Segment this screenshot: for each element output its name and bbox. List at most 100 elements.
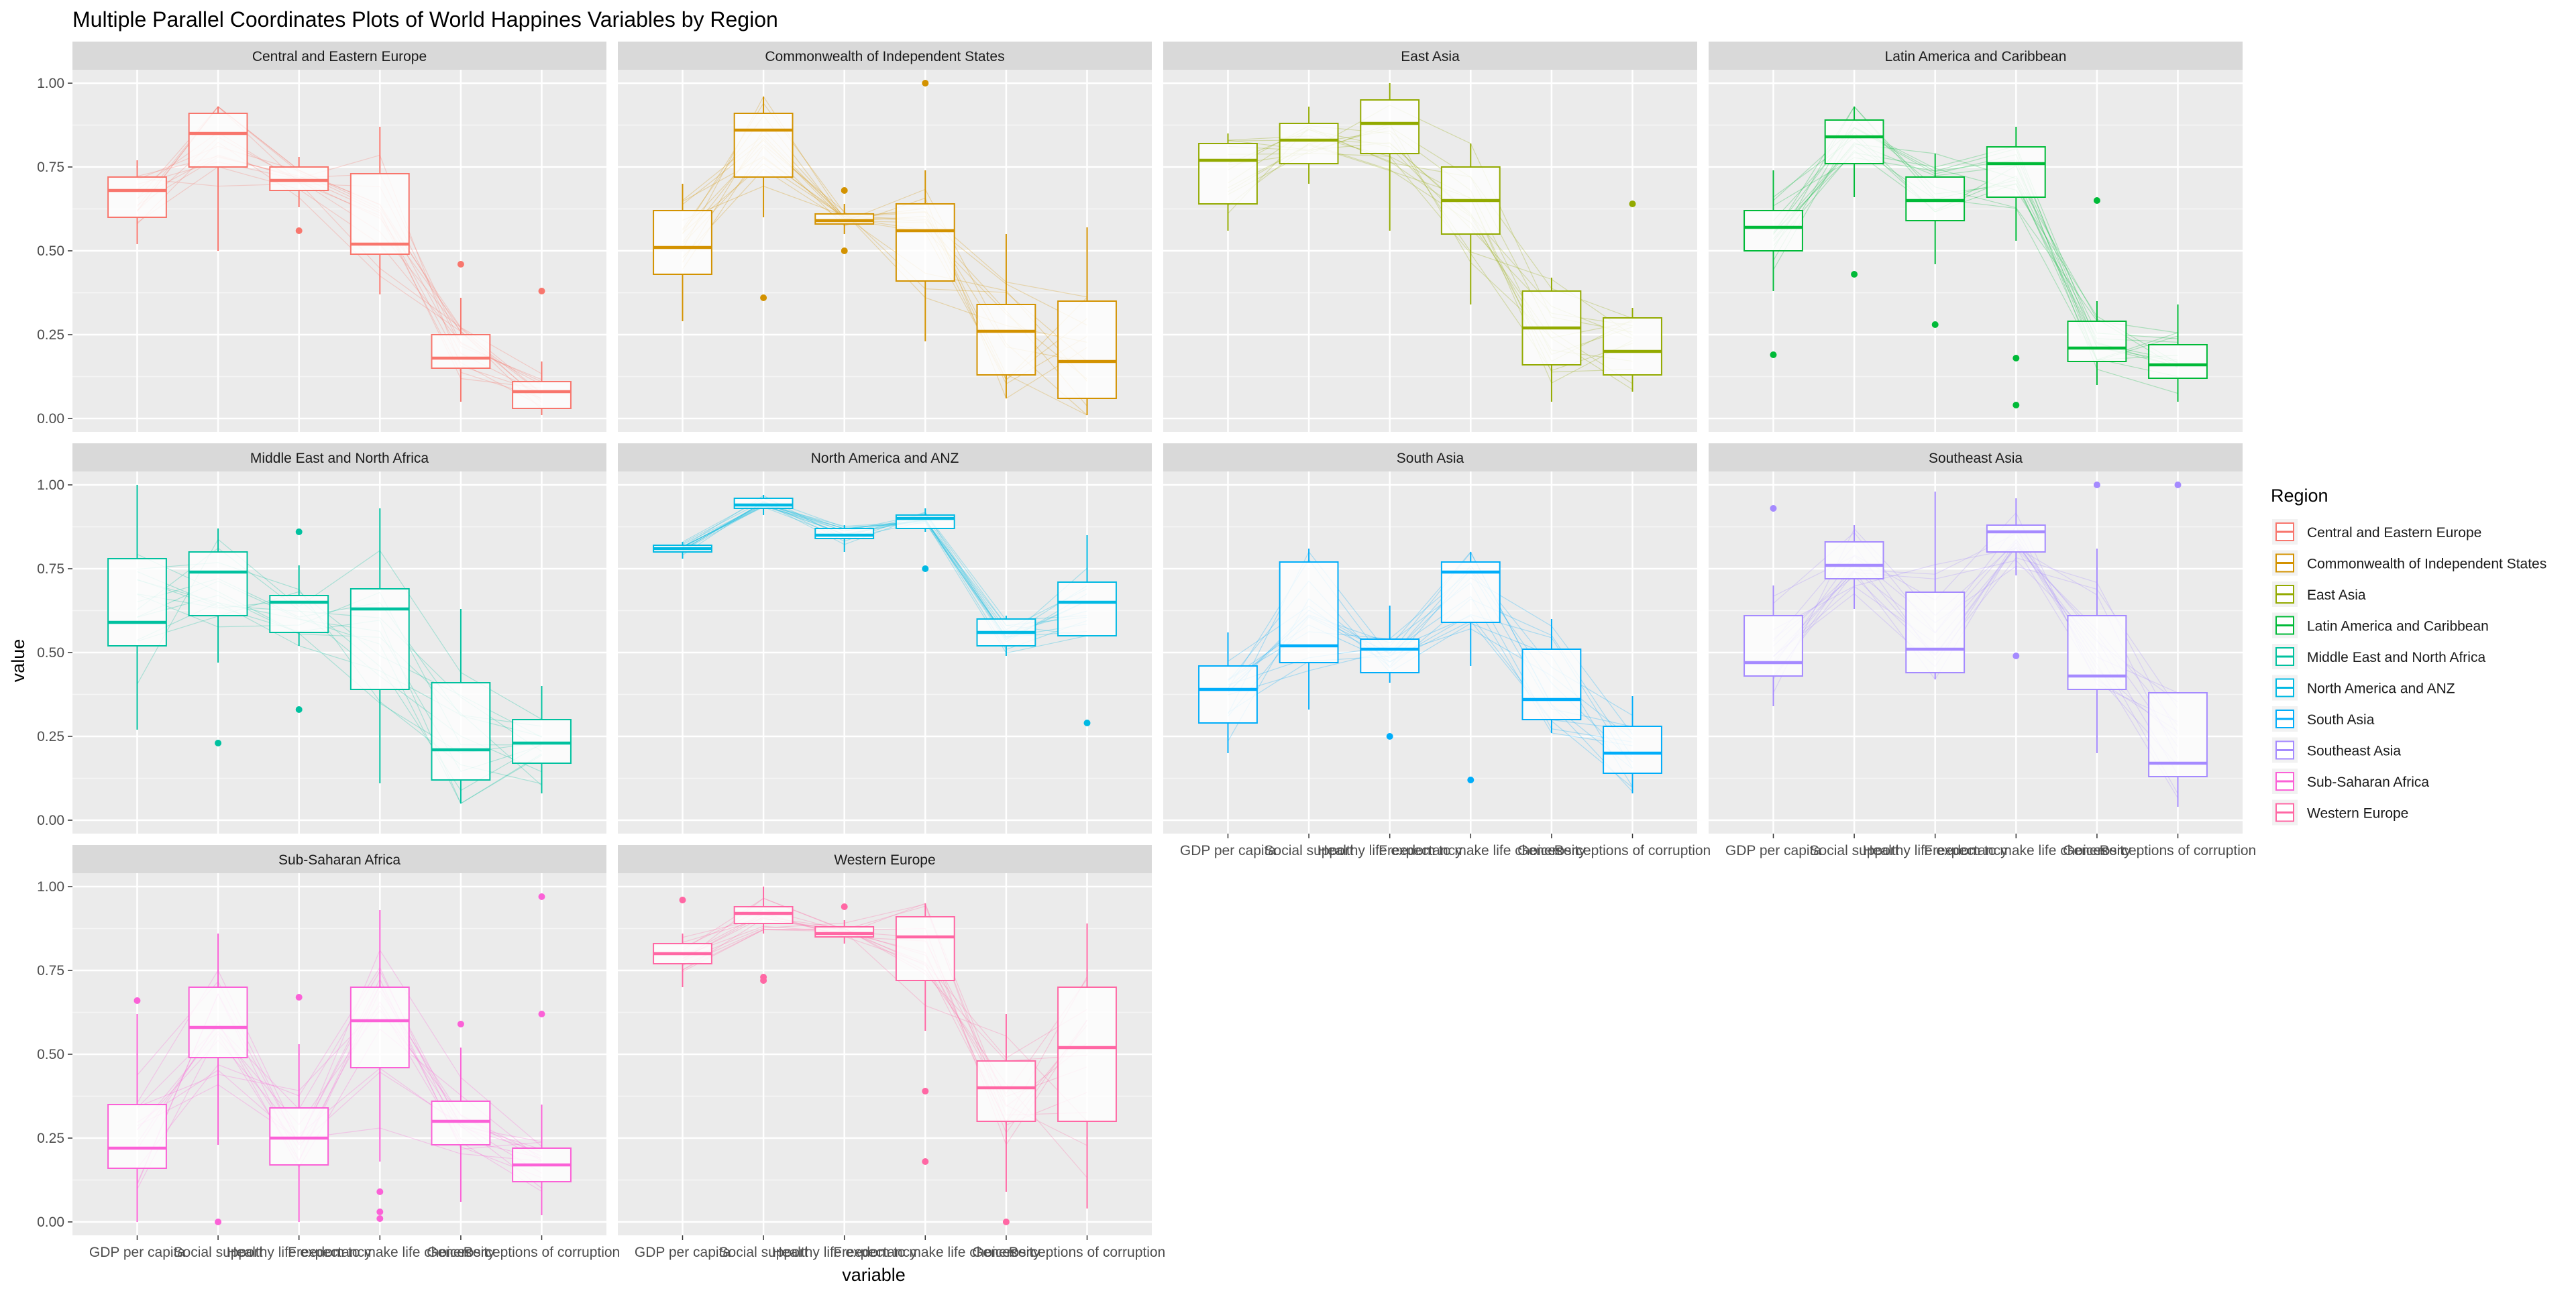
x-axis-title: variable <box>842 1265 906 1285</box>
outlier-point <box>1083 720 1091 726</box>
outlier-point <box>2012 402 2020 408</box>
x-tick-label: Generosity <box>1517 843 1586 858</box>
outlier-point <box>922 80 929 87</box>
box <box>1603 726 1662 774</box>
box <box>1986 524 2046 553</box>
box <box>1905 592 1966 673</box>
outlier-point <box>538 288 545 294</box>
box <box>733 498 794 509</box>
facet-strip <box>72 443 606 471</box>
box <box>188 551 248 616</box>
box <box>1603 317 1662 376</box>
facet-strip <box>1709 42 2243 70</box>
box <box>1198 143 1258 205</box>
box <box>895 203 955 282</box>
chart-title: Multiple Parallel Coordinates Plots of W… <box>72 7 778 32</box>
facet-title: Southeast Asia <box>1929 451 2023 466</box>
box <box>2067 321 2127 362</box>
outlier-point <box>376 1215 384 1222</box>
x-tick-label: GDP per capita <box>1725 843 1822 858</box>
facet-strip <box>1163 42 1697 70</box>
country-trace <box>1228 577 1633 735</box>
legend-label: Central and Eastern Europe <box>2307 525 2481 541</box>
box <box>431 1101 491 1145</box>
facet-title: Commonwealth of Independent States <box>765 49 1004 64</box>
box <box>512 381 572 409</box>
outlier-point <box>2012 355 2020 361</box>
outlier-point <box>1770 505 1777 512</box>
x-tick-label: Freedom to make life choices <box>1924 843 2108 858</box>
facet-title: North America and ANZ <box>811 451 959 466</box>
outlier-point <box>1931 321 1939 328</box>
facet-title: Middle East and North Africa <box>250 451 429 466</box>
country-trace <box>137 1005 542 1192</box>
box <box>1824 119 1884 164</box>
box <box>107 176 167 218</box>
y-tick-label: 0.50 <box>37 645 64 661</box>
facet-strip <box>618 443 1152 471</box>
y-tick-label: 0.75 <box>37 160 64 175</box>
outlier-point <box>760 294 767 301</box>
box <box>976 1060 1036 1122</box>
y-tick-label: 0.00 <box>37 813 64 828</box>
x-tick-label: Social support <box>719 1245 808 1260</box>
country-trace <box>682 504 1087 654</box>
box <box>431 682 491 781</box>
outlier-point <box>2174 482 2182 488</box>
outlier-point <box>1770 351 1777 358</box>
box <box>1743 615 1803 677</box>
y-tick-label: 0.25 <box>37 729 64 744</box>
x-tick-label: Perceptions of corruption <box>1009 1245 1165 1260</box>
y-tick-label: 0.25 <box>37 1131 64 1146</box>
facet-title: Sub-Saharan Africa <box>278 852 400 868</box>
country-trace <box>137 984 542 1178</box>
y-tick-label: 0.00 <box>37 411 64 427</box>
outlier-point <box>922 1088 929 1094</box>
outlier-point <box>1002 1219 1010 1225</box>
x-tick-label: GDP per capita <box>635 1245 731 1260</box>
box <box>814 213 875 225</box>
outlier-point <box>295 994 303 1001</box>
box <box>814 528 875 539</box>
y-tick-label: 0.50 <box>37 243 64 259</box>
outlier-point <box>538 1011 545 1017</box>
box <box>188 113 248 168</box>
facet-strip <box>618 42 1152 70</box>
outlier-point <box>679 897 686 903</box>
outlier-point <box>376 1209 384 1215</box>
outlier-point <box>133 997 141 1004</box>
box <box>2067 615 2127 690</box>
x-tick-label: Social support <box>1265 843 1354 858</box>
legend-label: Commonwealth of Independent States <box>2307 557 2546 572</box>
box <box>1360 638 1420 673</box>
box <box>1279 561 1339 663</box>
outlier-point <box>538 893 545 900</box>
y-tick-label: 1.00 <box>37 879 64 895</box>
facet-strip <box>1163 443 1697 471</box>
x-tick-label: Perceptions of corruption <box>2100 843 2256 858</box>
facet-title: Western Europe <box>834 852 935 868</box>
facet-title: East Asia <box>1401 49 1460 64</box>
facet-title: Latin America and Caribbean <box>1885 49 2067 64</box>
facet-strip <box>618 845 1152 873</box>
box <box>269 1107 329 1166</box>
box <box>895 916 955 981</box>
box <box>512 719 572 764</box>
outlier-point <box>841 903 848 910</box>
y-tick-label: 0.75 <box>37 561 64 577</box>
country-trace <box>137 978 542 1150</box>
x-tick-label: Social support <box>1810 843 1899 858</box>
box <box>269 166 329 191</box>
legend-label: South Asia <box>2307 712 2375 728</box>
x-tick-label: Perceptions of corruption <box>1554 843 1711 858</box>
outlier-point <box>922 1158 929 1165</box>
x-tick-label: Freedom to make life choices <box>288 1245 472 1260</box>
facet-title: South Asia <box>1397 451 1464 466</box>
box <box>1743 210 1803 251</box>
y-tick-label: 0.50 <box>37 1047 64 1062</box>
y-tick-label: 1.00 <box>37 478 64 493</box>
legend-label: Southeast Asia <box>2307 744 2401 759</box>
box <box>814 926 875 938</box>
